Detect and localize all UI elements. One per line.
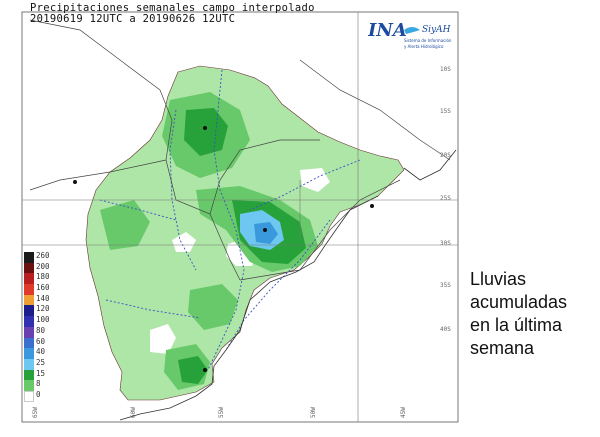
river-salado xyxy=(105,299,201,319)
map-title: Precipitaciones semanales campo interpol… xyxy=(30,2,315,14)
legend-label: 120 xyxy=(36,304,50,314)
caption-line: acumuladas xyxy=(470,292,568,312)
x-tick-label: 60W xyxy=(130,407,137,418)
ina-siyah-logo: INA SiyAH Sistema de Información y Alert… xyxy=(367,18,458,58)
legend-label: 200 xyxy=(36,261,50,271)
legend-swatch xyxy=(24,252,34,263)
legend-label: 140 xyxy=(36,293,50,303)
legend-swatch xyxy=(24,326,34,338)
country-borders xyxy=(29,19,451,281)
caption-line: en la última xyxy=(470,315,563,335)
logo-graphic: INA SiyAH Sistema de Información y Alert… xyxy=(367,20,452,49)
caption-line: Lluvias xyxy=(470,269,527,289)
legend-swatch xyxy=(24,358,34,370)
y-tick-label: 25S xyxy=(440,195,451,202)
caption-line: semana xyxy=(470,338,535,358)
map-period: 20190619 12UTC a 20190626 12UTC xyxy=(30,13,236,25)
y-tick-label: 35S xyxy=(440,282,451,289)
legend-swatch xyxy=(24,294,34,306)
river-parana xyxy=(207,69,245,371)
legend-label: 15 xyxy=(36,368,46,378)
legend-swatch xyxy=(24,337,34,349)
no-rain-area-4 xyxy=(300,168,330,192)
no-rain-area-1 xyxy=(172,232,196,252)
x-tick-label: 55W xyxy=(218,407,225,418)
y-tick-label: 15S xyxy=(440,108,451,115)
y-tick-label: 30S xyxy=(440,240,451,247)
y-tick-label: 40S xyxy=(440,326,451,333)
rain-15mm-north xyxy=(184,108,228,156)
legend-label: 100 xyxy=(36,315,50,325)
y-tick-label: 20S xyxy=(440,152,451,159)
city-marker xyxy=(203,368,207,372)
svg-text:INA: INA xyxy=(368,20,407,41)
legend-swatch xyxy=(24,369,34,381)
legend-label: 8 xyxy=(36,379,41,389)
legend-label: 25 xyxy=(36,357,46,367)
coastline xyxy=(119,149,457,421)
caption: Lluvias acumuladas en la última semana xyxy=(470,268,595,360)
legend-swatch xyxy=(24,262,34,274)
river-uruguay xyxy=(225,219,331,351)
legend-label: 0 xyxy=(36,389,41,399)
river-pilcomayo xyxy=(99,199,177,221)
legend-label: 40 xyxy=(36,347,46,357)
x-tick-label: 50W xyxy=(310,407,317,418)
legend-swatch xyxy=(24,273,34,285)
legend-swatch xyxy=(24,348,34,359)
x-tick-label: 65W xyxy=(32,407,39,418)
y-tick-label: 10S xyxy=(440,66,451,73)
no-rain-area-3 xyxy=(150,324,176,354)
x-tick-label: 45W xyxy=(400,407,407,418)
city-marker xyxy=(203,126,207,130)
legend-swatch xyxy=(24,316,34,327)
city-marker xyxy=(370,204,374,208)
river-tiete xyxy=(249,159,361,211)
legend-label: 80 xyxy=(36,325,46,335)
legend-swatch xyxy=(24,380,34,391)
svg-text:y Alerta Hidrológico: y Alerta Hidrológico xyxy=(404,44,444,49)
rain-8mm-west xyxy=(100,200,150,250)
legend-label: 160 xyxy=(36,283,50,293)
legend-swatch xyxy=(24,390,34,402)
rain-15mm-south xyxy=(178,356,208,384)
legend-label: 260 xyxy=(36,251,50,260)
legend-label: 60 xyxy=(36,336,46,346)
precipitation-map xyxy=(21,11,459,423)
svg-text:SiyAH: SiyAH xyxy=(422,25,451,35)
legend-label: 180 xyxy=(36,272,50,282)
legend-swatch xyxy=(24,305,34,317)
rain-40mm-core xyxy=(254,222,278,244)
city-marker xyxy=(263,228,267,232)
legend-swatch xyxy=(24,284,34,295)
precipitation-map-panel: Precipitaciones semanales campo interpol… xyxy=(21,2,459,423)
rain-8mm-southcenter xyxy=(188,284,238,330)
svg-text:Sistema de Información: Sistema de Información xyxy=(404,38,452,43)
city-marker xyxy=(73,180,77,184)
